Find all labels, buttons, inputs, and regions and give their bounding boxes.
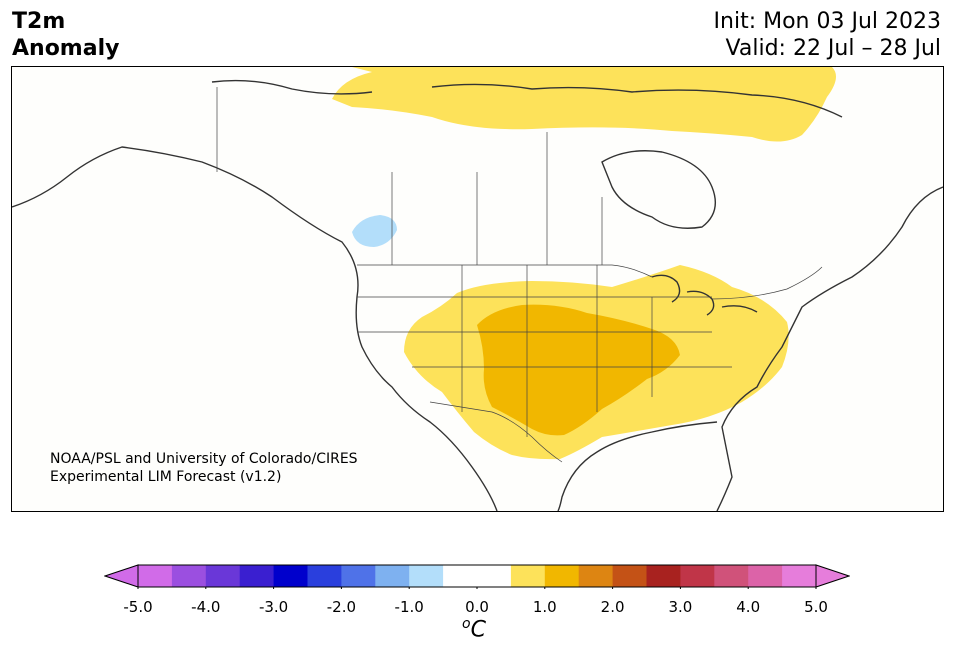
colorbar-swatch — [714, 565, 749, 587]
colorbar-swatch — [612, 565, 647, 587]
colorbar-tick-label: 3.0 — [668, 598, 693, 616]
colorbar-swatch — [239, 565, 275, 587]
unit-celsius: C — [470, 617, 486, 643]
title-variable: T2m — [12, 9, 66, 34]
forecast-dates: Init: Mon 03 Jul 2023 Valid: 22 Jul – 28… — [714, 8, 941, 62]
colorbar-swatch — [544, 565, 580, 587]
colorbar-swatch — [680, 565, 715, 587]
arctic-warm-area — [332, 67, 836, 142]
us-warm-area-2c — [477, 304, 680, 436]
colorbar-swatch — [748, 565, 783, 587]
colorbar-swatch — [138, 565, 173, 587]
valid-range: Valid: 22 Jul – 28 Jul — [725, 36, 941, 61]
title-type: Anomaly — [12, 36, 120, 61]
colorbar-swatch — [443, 565, 478, 587]
state-borders — [357, 265, 732, 437]
colorbar-tick-label: -3.0 — [258, 598, 289, 616]
political-borders — [216, 87, 823, 463]
credit-text: NOAA/PSL and University of Colorado/CIRE… — [50, 450, 358, 486]
anomaly-map — [12, 67, 943, 511]
map-panel: NOAA/PSL and University of Colorado/CIRE… — [11, 66, 944, 512]
us-mexico-border — [429, 401, 563, 463]
gulf-coastline — [557, 421, 718, 511]
cool-anomaly-area — [352, 215, 397, 247]
colorbar-swatch — [477, 565, 512, 587]
map-outlines — [12, 79, 943, 511]
colorbar-swatch — [307, 565, 342, 587]
init-date: Init: Mon 03 Jul 2023 — [713, 9, 941, 34]
colorbar-tick-label: -4.0 — [191, 598, 221, 616]
colorbar-swatch — [273, 565, 308, 587]
colorbar-tick-label: 4.0 — [736, 598, 761, 616]
us-canada-border — [357, 264, 823, 300]
colorbar-swatch — [578, 565, 614, 587]
colorbar-swatch — [171, 565, 207, 587]
colorbar-tick-label: 1.0 — [532, 598, 557, 616]
colorbar-swatch — [646, 565, 681, 587]
colorbar-unit: oC — [462, 616, 486, 642]
colorbar-tick-label: 0.0 — [465, 598, 489, 616]
arctic-islands — [211, 79, 843, 118]
anomaly-shading — [332, 67, 836, 460]
unit-degree: o — [462, 616, 471, 632]
colorbar-tick-label: -2.0 — [326, 598, 357, 616]
hudson-bay — [601, 150, 716, 229]
atlantic-coastline — [716, 186, 943, 511]
colorbar-swatch — [510, 565, 546, 587]
colorbar — [104, 564, 850, 589]
colorbar-swatch — [205, 565, 241, 587]
colorbar-over-arrow — [815, 564, 850, 588]
credit-line-1: NOAA/PSL and University of Colorado/CIRE… — [50, 451, 358, 467]
credit-line-2: Experimental LIM Forecast (v1.2) — [50, 469, 282, 485]
colorbar-swatch — [409, 565, 444, 587]
colorbar-swatch — [782, 565, 817, 587]
map-title: T2m Anomaly — [12, 8, 119, 62]
provincial-borders — [216, 87, 603, 265]
pacific-coastline — [12, 146, 498, 511]
colorbar-tick-label: 5.0 — [804, 598, 828, 616]
colorbar-tick-label: 2.0 — [600, 598, 625, 616]
colorbar-tick-label: -5.0 — [123, 598, 153, 616]
colorbar-under-arrow — [104, 564, 139, 588]
colorbar-swatch — [375, 565, 410, 587]
colorbar-swatch — [341, 565, 376, 587]
colorbar-tick-label: -1.0 — [394, 598, 424, 616]
